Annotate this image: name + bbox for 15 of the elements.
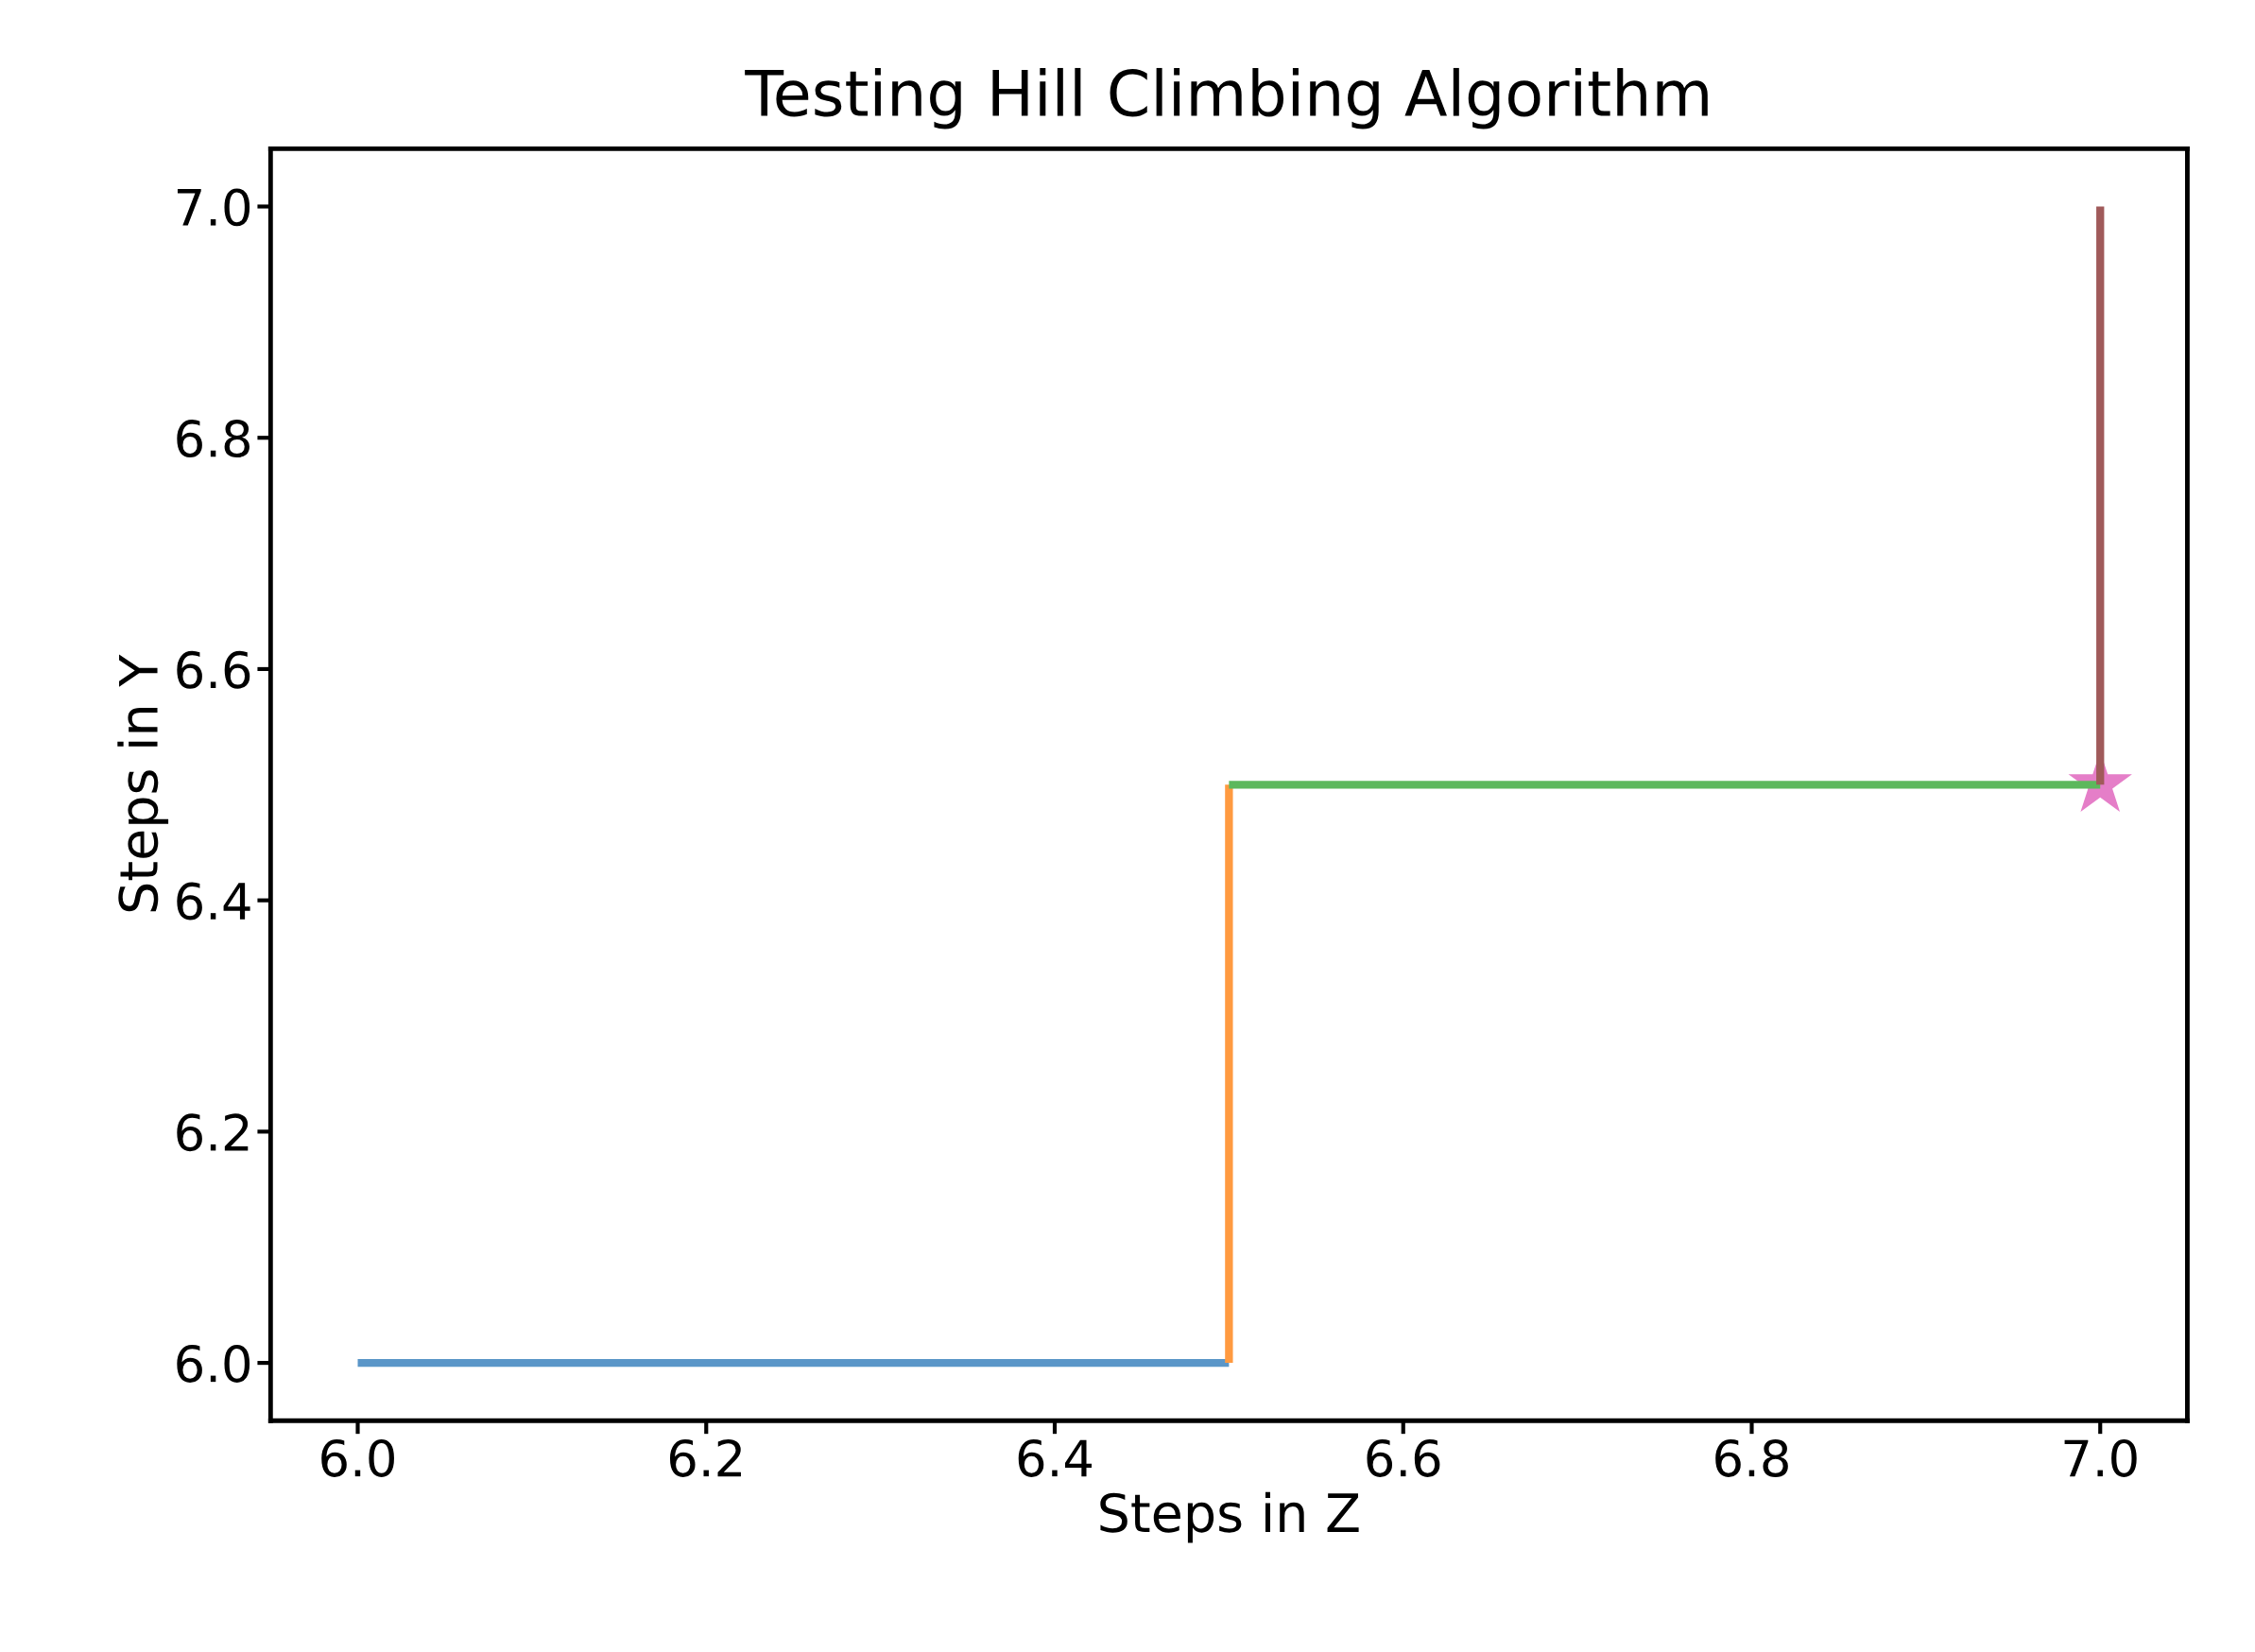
y-tick-label: 6.8 bbox=[177, 420, 250, 458]
x-tick-label: 6.6 bbox=[1367, 1438, 1440, 1477]
x-tick-label: 6.8 bbox=[1715, 1438, 1788, 1477]
x-tick-label: 6.2 bbox=[669, 1438, 741, 1477]
x-tick-label: 6.0 bbox=[321, 1438, 394, 1477]
y-tick-label: 7.0 bbox=[177, 188, 250, 227]
y-tick-label: 6.6 bbox=[177, 650, 250, 689]
y-tick-label: 6.4 bbox=[177, 882, 250, 921]
x-axis-title: Steps in Z bbox=[1100, 1491, 1359, 1543]
x-tick-label: 6.4 bbox=[1018, 1438, 1093, 1477]
y-axis-title: Steps in Y bbox=[117, 654, 169, 912]
y-tick-label: 6.0 bbox=[177, 1344, 250, 1383]
chart-title: Testing Hill Climbing Algorithm bbox=[745, 67, 1708, 129]
x-tick-label: 7.0 bbox=[2064, 1438, 2137, 1477]
y-tick-label: 6.2 bbox=[177, 1113, 249, 1152]
